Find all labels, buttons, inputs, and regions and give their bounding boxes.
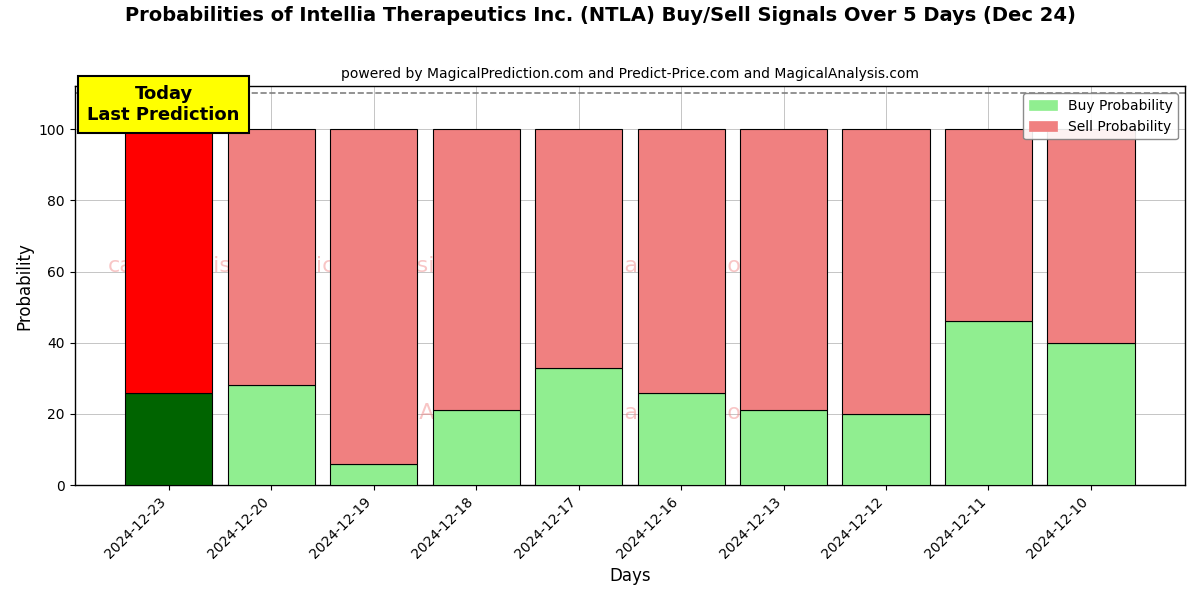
Text: MagicalPrediction.com: MagicalPrediction.com <box>560 403 810 424</box>
Bar <box>1048 129 1134 343</box>
Bar <box>125 392 212 485</box>
Text: calAnalysis.co: calAnalysis.co <box>107 256 264 276</box>
Bar <box>637 392 725 485</box>
Bar <box>330 129 418 464</box>
Bar <box>535 129 622 368</box>
Bar <box>842 414 930 485</box>
Bar <box>637 129 725 392</box>
Text: MagicalAnalysis.com: MagicalAnalysis.com <box>270 256 502 276</box>
Legend: Buy Probability, Sell Probability: Buy Probability, Sell Probability <box>1024 93 1178 139</box>
Bar <box>944 322 1032 485</box>
Text: calA: calA <box>162 403 209 424</box>
Bar <box>125 129 212 392</box>
Bar <box>740 410 827 485</box>
Text: Today
Last Prediction: Today Last Prediction <box>88 85 240 124</box>
Bar <box>432 410 520 485</box>
Bar <box>740 129 827 410</box>
Bar <box>228 129 314 385</box>
Bar <box>842 129 930 414</box>
X-axis label: Days: Days <box>610 567 650 585</box>
Bar <box>1048 343 1134 485</box>
Text: Probabilities of Intellia Therapeutics Inc. (NTLA) Buy/Sell Signals Over 5 Days : Probabilities of Intellia Therapeutics I… <box>125 6 1075 25</box>
Y-axis label: Probability: Probability <box>16 242 34 329</box>
Bar <box>535 368 622 485</box>
Title: powered by MagicalPrediction.com and Predict-Price.com and MagicalAnalysis.com: powered by MagicalPrediction.com and Pre… <box>341 67 919 81</box>
Bar <box>944 129 1032 322</box>
Text: MagicalA: MagicalA <box>335 403 436 424</box>
Bar <box>432 129 520 410</box>
Bar <box>330 464 418 485</box>
Text: MagicalPrediction.com: MagicalPrediction.com <box>560 256 810 276</box>
Bar <box>228 385 314 485</box>
